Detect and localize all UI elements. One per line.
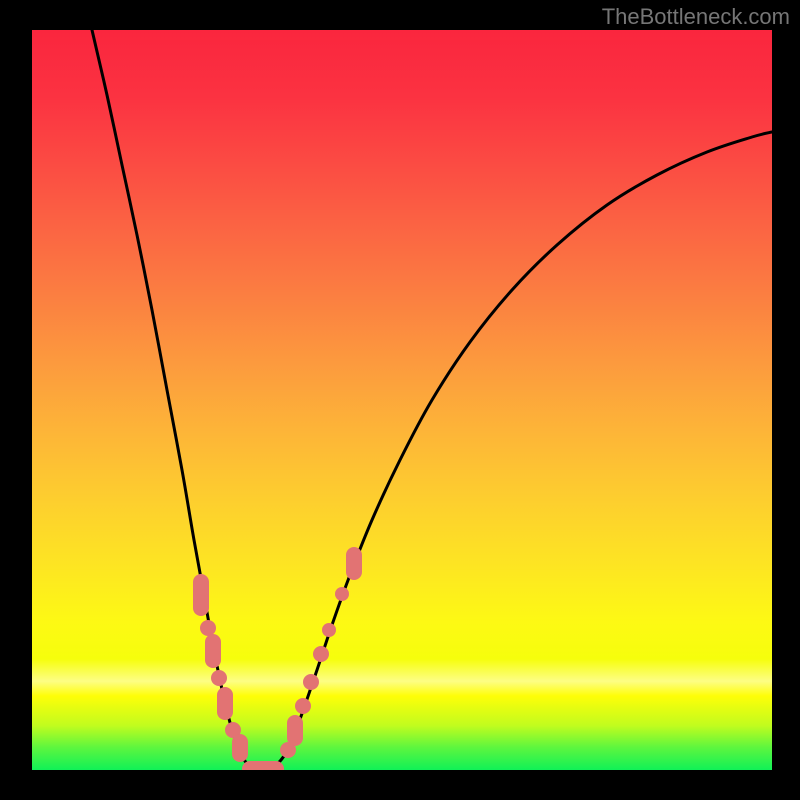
chart-container: TheBottleneck.com	[0, 0, 800, 800]
marker	[217, 687, 233, 720]
gradient-background	[32, 30, 772, 770]
marker	[193, 574, 209, 616]
marker	[335, 587, 349, 601]
marker	[232, 734, 248, 762]
marker	[322, 623, 336, 637]
plot-area	[32, 30, 772, 770]
marker	[242, 761, 284, 770]
marker	[287, 715, 303, 746]
marker	[211, 670, 227, 686]
marker	[313, 646, 329, 662]
marker	[200, 620, 216, 636]
marker	[295, 698, 311, 714]
bottleneck-curve-chart	[32, 30, 772, 770]
marker	[205, 634, 221, 668]
watermark-text: TheBottleneck.com	[602, 4, 790, 30]
marker	[346, 547, 362, 580]
marker	[303, 674, 319, 690]
